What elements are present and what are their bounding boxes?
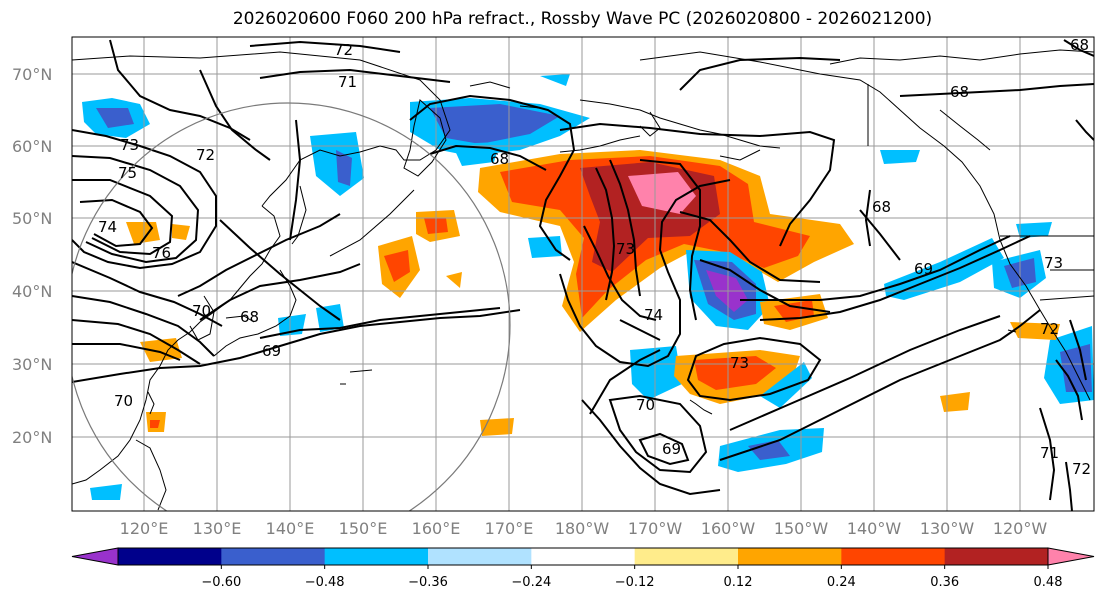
colorbar-segment xyxy=(841,548,946,565)
contour-label: 69 xyxy=(262,342,281,360)
contour-label: 74 xyxy=(644,306,663,324)
contour-label: 72 xyxy=(1040,320,1059,338)
colorbar-label: 0.24 xyxy=(827,575,856,590)
colorbar-label: 0.48 xyxy=(1034,575,1063,590)
lon-label: 120°W xyxy=(993,519,1048,538)
colorbar-outline xyxy=(117,547,1049,566)
lon-label: 160°E xyxy=(412,519,461,538)
colorbar-label: −0.36 xyxy=(408,575,448,590)
lon-label: 160°W xyxy=(701,519,756,538)
lon-label: 150°E xyxy=(339,519,388,538)
contour-label: 68 xyxy=(872,198,891,216)
contour-label: 68 xyxy=(240,308,259,326)
contour-label: 68 xyxy=(490,150,509,168)
lon-label: 130°E xyxy=(193,519,242,538)
lat-label: 30°N xyxy=(12,355,52,374)
lat-label: 60°N xyxy=(12,137,52,156)
colorbar-extend-low xyxy=(71,547,119,566)
lat-label: 50°N xyxy=(12,209,52,228)
contour-label: 76 xyxy=(152,244,171,262)
lon-label: 170°W xyxy=(628,519,683,538)
contour-label: 72 xyxy=(196,146,215,164)
contour-label: 73 xyxy=(1044,254,1063,272)
colorbar-segment xyxy=(634,548,739,565)
contour-label: 72 xyxy=(1072,460,1091,478)
lon-label: 140°W xyxy=(847,519,902,538)
lat-label: 20°N xyxy=(12,428,52,447)
colorbar-segment xyxy=(531,548,636,565)
longitude-labels: 120°E 130°E 140°E 150°E 160°E 170°E 180°… xyxy=(120,519,1048,538)
contour-label: 70 xyxy=(114,392,133,410)
colorbar-segment xyxy=(944,548,1049,565)
lat-label: 70°N xyxy=(12,65,52,84)
contour-label: 74 xyxy=(98,218,117,236)
colorbar-label: 0.12 xyxy=(724,575,753,590)
colorbar-label: −0.60 xyxy=(201,575,241,590)
contour-label: 69 xyxy=(914,260,933,278)
colorbar-segment xyxy=(221,548,326,565)
contour-label: 71 xyxy=(1040,444,1059,462)
colorbar-segment xyxy=(738,548,842,565)
colorbar-segment xyxy=(324,548,429,565)
map-frame xyxy=(71,36,1095,512)
colorbar-label: 0.36 xyxy=(930,575,959,590)
contour-label: 75 xyxy=(118,164,137,182)
contour-label: 73 xyxy=(120,136,139,154)
contour-label: 71 xyxy=(338,73,357,91)
colorbar-label: −0.24 xyxy=(511,575,551,590)
contour-label: 70 xyxy=(192,302,211,320)
lat-label: 40°N xyxy=(12,282,52,301)
latitude-labels: 70°N 60°N 50°N 40°N 30°N 20°N xyxy=(12,65,52,447)
colorbar-segment xyxy=(428,548,532,565)
contour-label: 68 xyxy=(950,83,969,101)
contour-label: 69 xyxy=(662,440,681,458)
lon-label: 150°W xyxy=(774,519,829,538)
lon-label: 140°E xyxy=(266,519,315,538)
contour-label: 70 xyxy=(636,396,655,414)
rossby-wave-circle xyxy=(72,102,511,511)
refractivity-contours xyxy=(72,39,1094,511)
colorbar-extend-high xyxy=(1047,547,1095,566)
contour-label: 73 xyxy=(730,354,749,372)
contour-label: 72 xyxy=(334,41,353,59)
contour-labels: 72 71 68 68 68 73 72 75 76 74 70 68 69 7… xyxy=(98,36,1091,478)
colorbar-label: −0.12 xyxy=(615,575,655,590)
contour-label: 68 xyxy=(1070,36,1089,54)
lon-label: 170°E xyxy=(485,519,534,538)
lon-label: 120°E xyxy=(120,519,169,538)
colorbar-label: −0.48 xyxy=(305,575,345,590)
contour-label: 73 xyxy=(616,240,635,258)
lon-label: 180°W xyxy=(555,519,610,538)
map-title: 2026020600 F060 200 hPa refract., Rossby… xyxy=(232,9,933,29)
lon-label: 130°W xyxy=(920,519,975,538)
colorbar: −0.60 −0.48 −0.36 −0.24 −0.12 0.12 0.24 0.36 0.4… xyxy=(71,547,1095,590)
colorbar-segment xyxy=(118,548,222,565)
